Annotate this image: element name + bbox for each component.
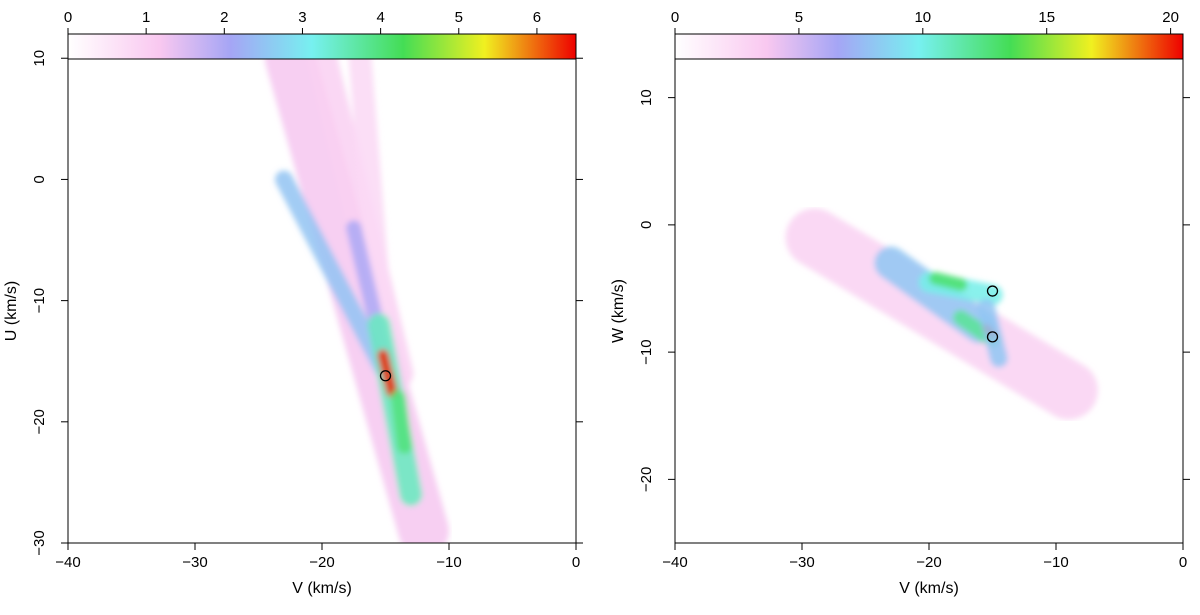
x-tick-label: −30 (182, 554, 207, 571)
x-tick-label: −10 (436, 554, 461, 571)
y-tick-label: −10 (638, 339, 655, 364)
y-axis-label: U (km/s) (3, 281, 20, 341)
colorbar-tick-label: 20 (1162, 9, 1179, 26)
x-tick-label: −40 (662, 554, 687, 571)
density-ridge (977, 298, 1008, 368)
colorbar-tick-label: 1 (142, 9, 150, 26)
y-tick-label: 10 (31, 50, 48, 67)
colorbar-tick-label: 5 (795, 9, 803, 26)
density-heatmap (264, 59, 450, 543)
x-tick-label: −30 (789, 554, 814, 571)
colorbar-tick-label: 6 (533, 9, 541, 26)
colorbar-tick-label: 0 (671, 9, 679, 26)
x-tick-label: 0 (1179, 554, 1187, 571)
x-tick-label: −10 (1043, 554, 1068, 571)
x-tick-label: −20 (916, 554, 941, 571)
colorbar-tick-label: 5 (455, 9, 463, 26)
colorbar-tick-label: 2 (220, 9, 228, 26)
y-tick-label: 10 (638, 89, 655, 106)
y-tick-label: −20 (638, 467, 655, 492)
colorbar-tick-label: 10 (914, 9, 931, 26)
y-tick-label: 0 (31, 175, 48, 183)
y-tick-label: −30 (31, 530, 48, 555)
marker-circle (986, 285, 999, 297)
marker-circle (379, 370, 392, 382)
density-heatmap (785, 208, 1098, 420)
colorbar-tick-label: 15 (1038, 9, 1055, 26)
colorbar (674, 33, 1184, 60)
x-tick-label: −20 (309, 554, 334, 571)
colorbar-tick-label: 3 (298, 9, 306, 26)
y-axis-label: W (km/s) (610, 279, 627, 343)
colorbar (67, 33, 577, 60)
density-ridge (928, 271, 968, 292)
density-ridge (275, 170, 395, 383)
y-tick-label: −10 (31, 288, 48, 313)
x-axis-label: V (km/s) (899, 580, 959, 597)
density-ridge (377, 349, 398, 398)
density-ridge (390, 389, 413, 454)
x-tick-label: −40 (55, 554, 80, 571)
x-tick-label: 0 (572, 554, 580, 571)
y-tick-label: 0 (638, 221, 655, 229)
y-tick-label: −20 (31, 409, 48, 434)
right-panel-vw: 0 5 10 15 20 −40 −30 −20 −10 0 −20 −10 0 10 V (km/s) W … (610, 9, 1190, 597)
colorbar-tick-label: 4 (376, 9, 384, 26)
colorbar-tick-label: 0 (64, 9, 72, 26)
x-axis-label: V (km/s) (292, 580, 352, 597)
marker-circle (986, 331, 999, 343)
left-panel-uv: 0 1 2 3 4 5 6 −40 −30 −20 −10 0 −30 −20 −10 0 10 V (km/s)… (3, 9, 583, 597)
